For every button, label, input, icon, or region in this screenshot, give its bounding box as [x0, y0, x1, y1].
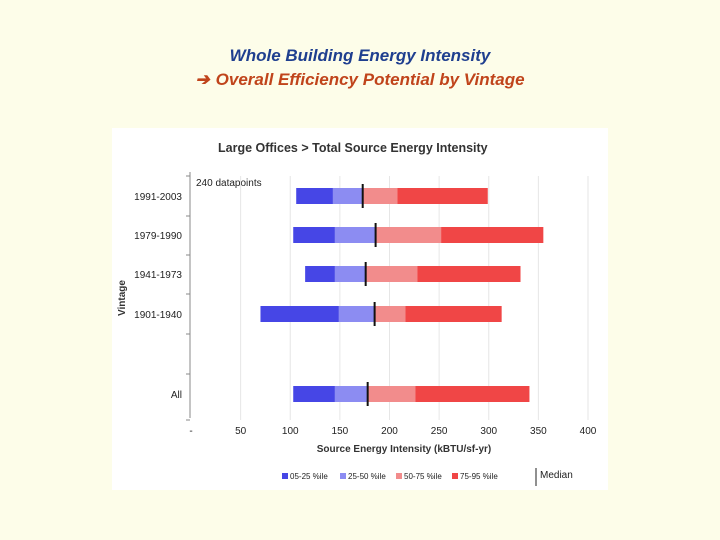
- chart-panel: Large Offices > Total Source Energy Inte…: [112, 128, 608, 490]
- x-tick-labels: - 50 100 150 200 250 300 350 400: [189, 426, 596, 437]
- bar-1979-1990-50-75-: [375, 227, 442, 243]
- x-tick-label-200: 200: [381, 426, 398, 437]
- bar-All-50-75-: [367, 386, 416, 402]
- y-axis-label: Vintage: [117, 280, 128, 316]
- median-legend-label: Median: [540, 470, 573, 481]
- category-label-1901-1940: 1901-1940: [134, 310, 182, 321]
- legend: 05-25 %ile 25-50 %ile 50-75 %ile 75-95 %ile: [282, 472, 498, 481]
- x-tick-label-250: 250: [431, 426, 448, 437]
- legend-label-2: 50-75 %ile: [404, 472, 442, 481]
- category-label-1979-1990: 1979-1990: [134, 231, 182, 242]
- bar-1941-1973-75-95-: [417, 266, 521, 282]
- bar-1941-1973-50-75-: [365, 266, 418, 282]
- bar-1979-1990-25-50-: [334, 227, 376, 243]
- x-tick-label-zero: -: [189, 426, 192, 437]
- slide-title-line1: Whole Building Energy Intensity: [229, 46, 491, 65]
- legend-swatch-2: [396, 473, 402, 479]
- bar-All-25-50-: [334, 386, 368, 402]
- bar-1941-1973-05-25-: [305, 266, 335, 282]
- x-tick-label-300: 300: [480, 426, 497, 437]
- x-tick-label-50: 50: [235, 426, 247, 437]
- bar-1991-2003-05-25-: [296, 188, 333, 204]
- x-axis-label: Source Energy Intensity (kBTU/sf-yr): [317, 444, 491, 455]
- bar-1991-2003-75-95-: [397, 188, 488, 204]
- slide-title-line2-text: Overall Efficiency Potential by Vintage: [215, 70, 525, 89]
- category-labels: 1991-2003 1979-1990 1941-1973 1901-1940 All: [134, 192, 182, 401]
- legend-label-3: 75-95 %ile: [460, 472, 498, 481]
- bar-All-05-25-: [293, 386, 335, 402]
- x-tick-label-150: 150: [332, 426, 349, 437]
- energy-intensity-chart: Large Offices > Total Source Energy Inte…: [117, 141, 597, 486]
- bar-1979-1990-05-25-: [293, 227, 335, 243]
- bar-layer: [260, 188, 544, 402]
- category-label-1991-2003: 1991-2003: [134, 192, 182, 203]
- datapoints-annotation: 240 datapoints: [196, 178, 262, 189]
- x-tick-label-100: 100: [282, 426, 299, 437]
- legend-label-0: 05-25 %ile: [290, 472, 328, 481]
- legend-swatch-3: [452, 473, 458, 479]
- bar-1979-1990-75-95-: [441, 227, 544, 243]
- category-label-All: All: [171, 390, 182, 401]
- x-tick-label-400: 400: [580, 426, 597, 437]
- legend-swatch-0: [282, 473, 288, 479]
- chart-title: Large Offices > Total Source Energy Inte…: [218, 141, 488, 155]
- bar-1991-2003-25-50-: [332, 188, 363, 204]
- bar-1901-1940-25-50-: [338, 306, 375, 322]
- legend-swatch-1: [340, 473, 346, 479]
- bar-1901-1940-50-75-: [374, 306, 406, 322]
- legend-label-1: 25-50 %ile: [348, 472, 386, 481]
- bar-1941-1973-25-50-: [334, 266, 366, 282]
- bar-1901-1940-75-95-: [405, 306, 502, 322]
- bar-1991-2003-50-75-: [362, 188, 398, 204]
- right-arrow-icon: ➔: [195, 70, 210, 89]
- x-tick-label-350: 350: [530, 426, 547, 437]
- grid-layer: [186, 175, 589, 421]
- category-label-1941-1973: 1941-1973: [134, 270, 182, 281]
- median-layer: [361, 184, 377, 406]
- bar-All-75-95-: [415, 386, 530, 402]
- slide-title-line2: ➔ Overall Efficiency Potential by Vintage: [0, 70, 720, 90]
- bar-1901-1940-05-25-: [260, 306, 339, 322]
